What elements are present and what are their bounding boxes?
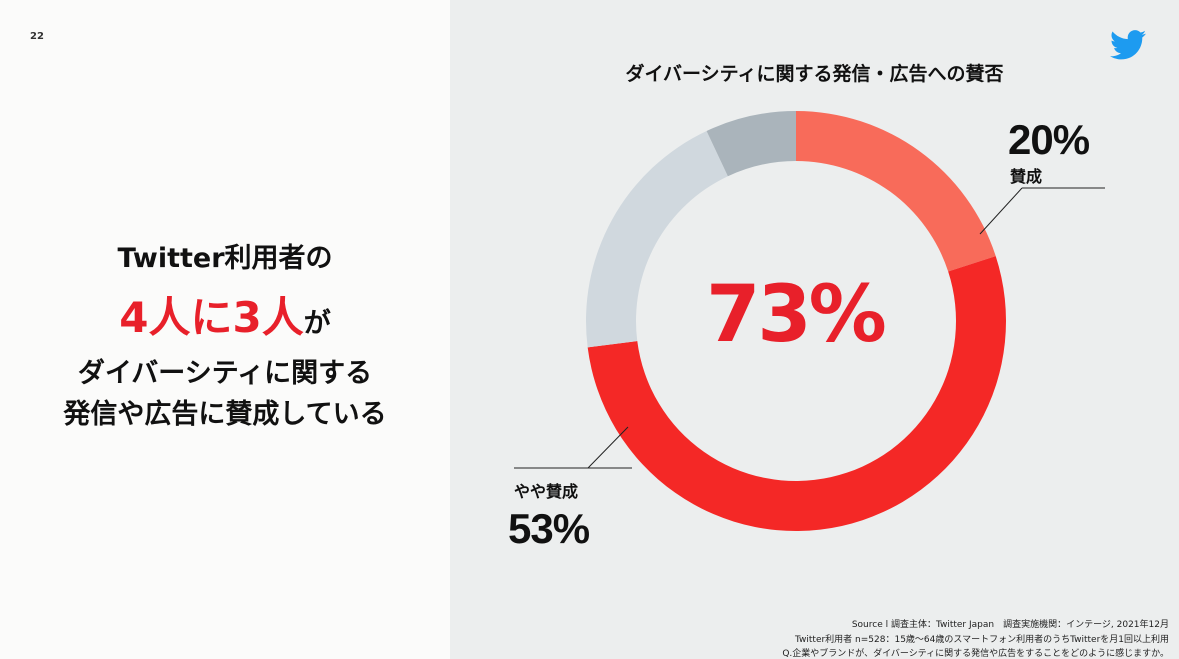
leader-line-favor — [979, 187, 1023, 235]
donut-slice-1 — [796, 111, 996, 272]
page-number: 22 — [30, 31, 44, 42]
headline-line-1: Twitter利用者の — [117, 243, 333, 274]
data-label-somewhat-favor-category: やや賛成 — [514, 482, 579, 501]
headline-emphasis: 4人に3人 — [119, 293, 304, 342]
data-label-favor-category: 賛成 — [1010, 167, 1043, 186]
twitter-bird-icon — [1110, 30, 1146, 60]
left-panel — [0, 0, 450, 659]
chart-title: ダイバーシティに関する発信・広告への賛否 — [625, 63, 1004, 85]
headline-suffix: が — [303, 308, 331, 339]
center-total-text: 73% — [706, 270, 887, 360]
headline-line-3: ダイバーシティに関する — [77, 358, 373, 389]
headline-line-2: 4人に3人が — [0, 284, 450, 345]
footnote-sample: Twitter利用者 n=528：15歳〜64歳のスマートフォン利用者のうちTw… — [795, 635, 1169, 645]
chart-panel — [450, 0, 1179, 659]
donut-slice-4 — [706, 111, 796, 177]
data-label-somewhat-favor-value: 53% — [508, 505, 590, 552]
donut-slice-3 — [586, 130, 728, 348]
leader-line-somewhat-favor — [587, 426, 629, 469]
leader-lines — [514, 187, 1105, 469]
headline-line-4: 発信や広告に賛成している — [63, 399, 387, 430]
data-label-favor-value: 20% — [1008, 116, 1090, 163]
center-total-label: 73% — [700, 270, 890, 360]
donut-slice-2 — [587, 256, 1006, 531]
footnote-source: Source l 調査主体：Twitter Japan 調査実施機関：インテージ… — [851, 620, 1169, 630]
footnote-question: Q.企業やブランドが、ダイバーシティに関する発信や広告をすることをどのように感じ… — [782, 649, 1169, 659]
